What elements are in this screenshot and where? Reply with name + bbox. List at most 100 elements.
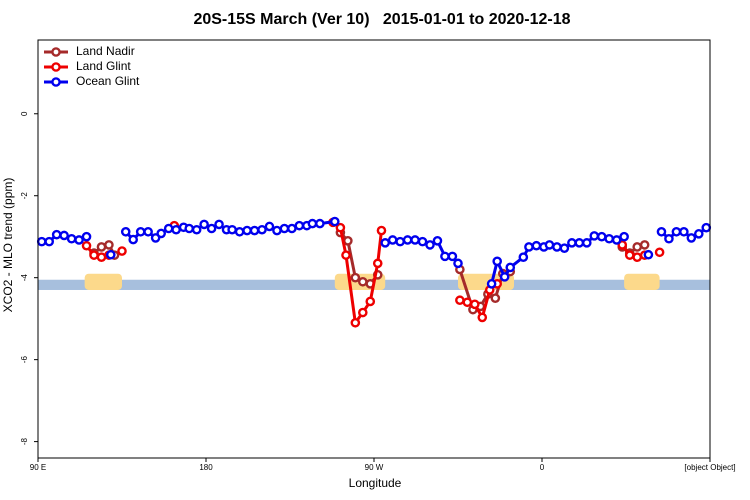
y-tick-label: -8	[20, 438, 29, 446]
point	[128, 234, 138, 245]
x-tick-label: 180	[199, 463, 213, 472]
point	[486, 279, 497, 289]
point	[135, 226, 146, 237]
point	[163, 223, 174, 234]
point	[387, 235, 398, 245]
point	[199, 219, 209, 230]
point	[694, 229, 704, 239]
point	[156, 228, 166, 239]
point	[679, 226, 689, 237]
point	[499, 272, 510, 282]
x-tick-label: 0	[540, 463, 545, 472]
point	[624, 250, 635, 260]
point	[469, 299, 480, 310]
point	[287, 223, 297, 234]
point	[341, 250, 351, 260]
point	[604, 233, 615, 244]
point	[120, 226, 131, 237]
point	[440, 251, 450, 262]
point	[410, 235, 420, 245]
point	[184, 223, 194, 234]
point	[552, 242, 562, 252]
point	[372, 258, 383, 269]
point	[505, 262, 516, 273]
x-tick-label: 90 W	[365, 463, 384, 472]
point	[51, 229, 62, 240]
point	[654, 247, 665, 258]
point	[357, 276, 368, 287]
point	[402, 235, 413, 245]
y-tick-label: -4	[20, 274, 29, 282]
point	[425, 240, 435, 250]
point	[350, 272, 361, 283]
point	[66, 233, 77, 244]
series-line	[87, 222, 660, 322]
point	[315, 218, 325, 229]
legend-label: Land Glint	[76, 59, 131, 73]
point	[582, 238, 592, 248]
point	[656, 226, 667, 237]
point	[44, 236, 55, 247]
point	[307, 218, 318, 229]
x-axis-label: Longitude	[349, 476, 402, 490]
y-tick-label: -2	[20, 192, 29, 200]
point	[81, 240, 92, 251]
point	[264, 221, 275, 232]
point	[447, 251, 458, 262]
point	[294, 220, 305, 231]
point	[214, 219, 224, 230]
point	[490, 293, 501, 303]
point	[329, 216, 340, 227]
y-tick-label: 0	[20, 111, 29, 116]
point	[619, 231, 629, 242]
legend-label: Land Nadir	[76, 44, 135, 58]
point	[632, 242, 643, 252]
legend-marker	[51, 62, 61, 72]
point	[89, 250, 99, 260]
point	[36, 236, 47, 247]
point	[272, 225, 282, 236]
point	[81, 231, 92, 242]
legend-marker	[51, 47, 61, 57]
point	[96, 252, 107, 262]
point	[531, 240, 542, 251]
point	[357, 307, 368, 318]
x-tick-label: [object Object]	[684, 463, 735, 472]
point	[559, 243, 570, 253]
y-tick-label: -6	[20, 356, 29, 364]
point	[191, 224, 202, 235]
point	[242, 225, 252, 236]
point	[455, 295, 465, 306]
point	[104, 240, 114, 250]
y-axis-label: XCO2 - MLO trend (ppm)	[1, 178, 15, 313]
land-segment	[624, 273, 660, 290]
point	[567, 238, 577, 248]
point	[249, 225, 260, 236]
legend-marker	[51, 77, 61, 87]
point	[279, 223, 290, 234]
point	[343, 236, 353, 246]
point	[417, 236, 428, 247]
point	[453, 258, 463, 269]
point	[611, 235, 622, 245]
point	[544, 240, 555, 250]
point	[518, 252, 529, 262]
chart-title: 20S-15S March (Ver 10) 2015-01-01 to 202…	[193, 11, 570, 28]
point	[477, 312, 488, 323]
point	[617, 240, 628, 250]
point	[664, 233, 674, 244]
point	[632, 252, 643, 262]
point	[96, 242, 107, 252]
point	[74, 235, 84, 245]
point	[596, 231, 607, 242]
point	[671, 226, 682, 237]
plot-area	[36, 216, 712, 326]
point	[106, 249, 116, 260]
legend-label: Ocean Glint	[76, 74, 140, 88]
point	[227, 224, 237, 235]
point	[59, 230, 69, 241]
point	[639, 240, 650, 250]
point	[335, 222, 346, 233]
land-segment	[84, 273, 122, 290]
